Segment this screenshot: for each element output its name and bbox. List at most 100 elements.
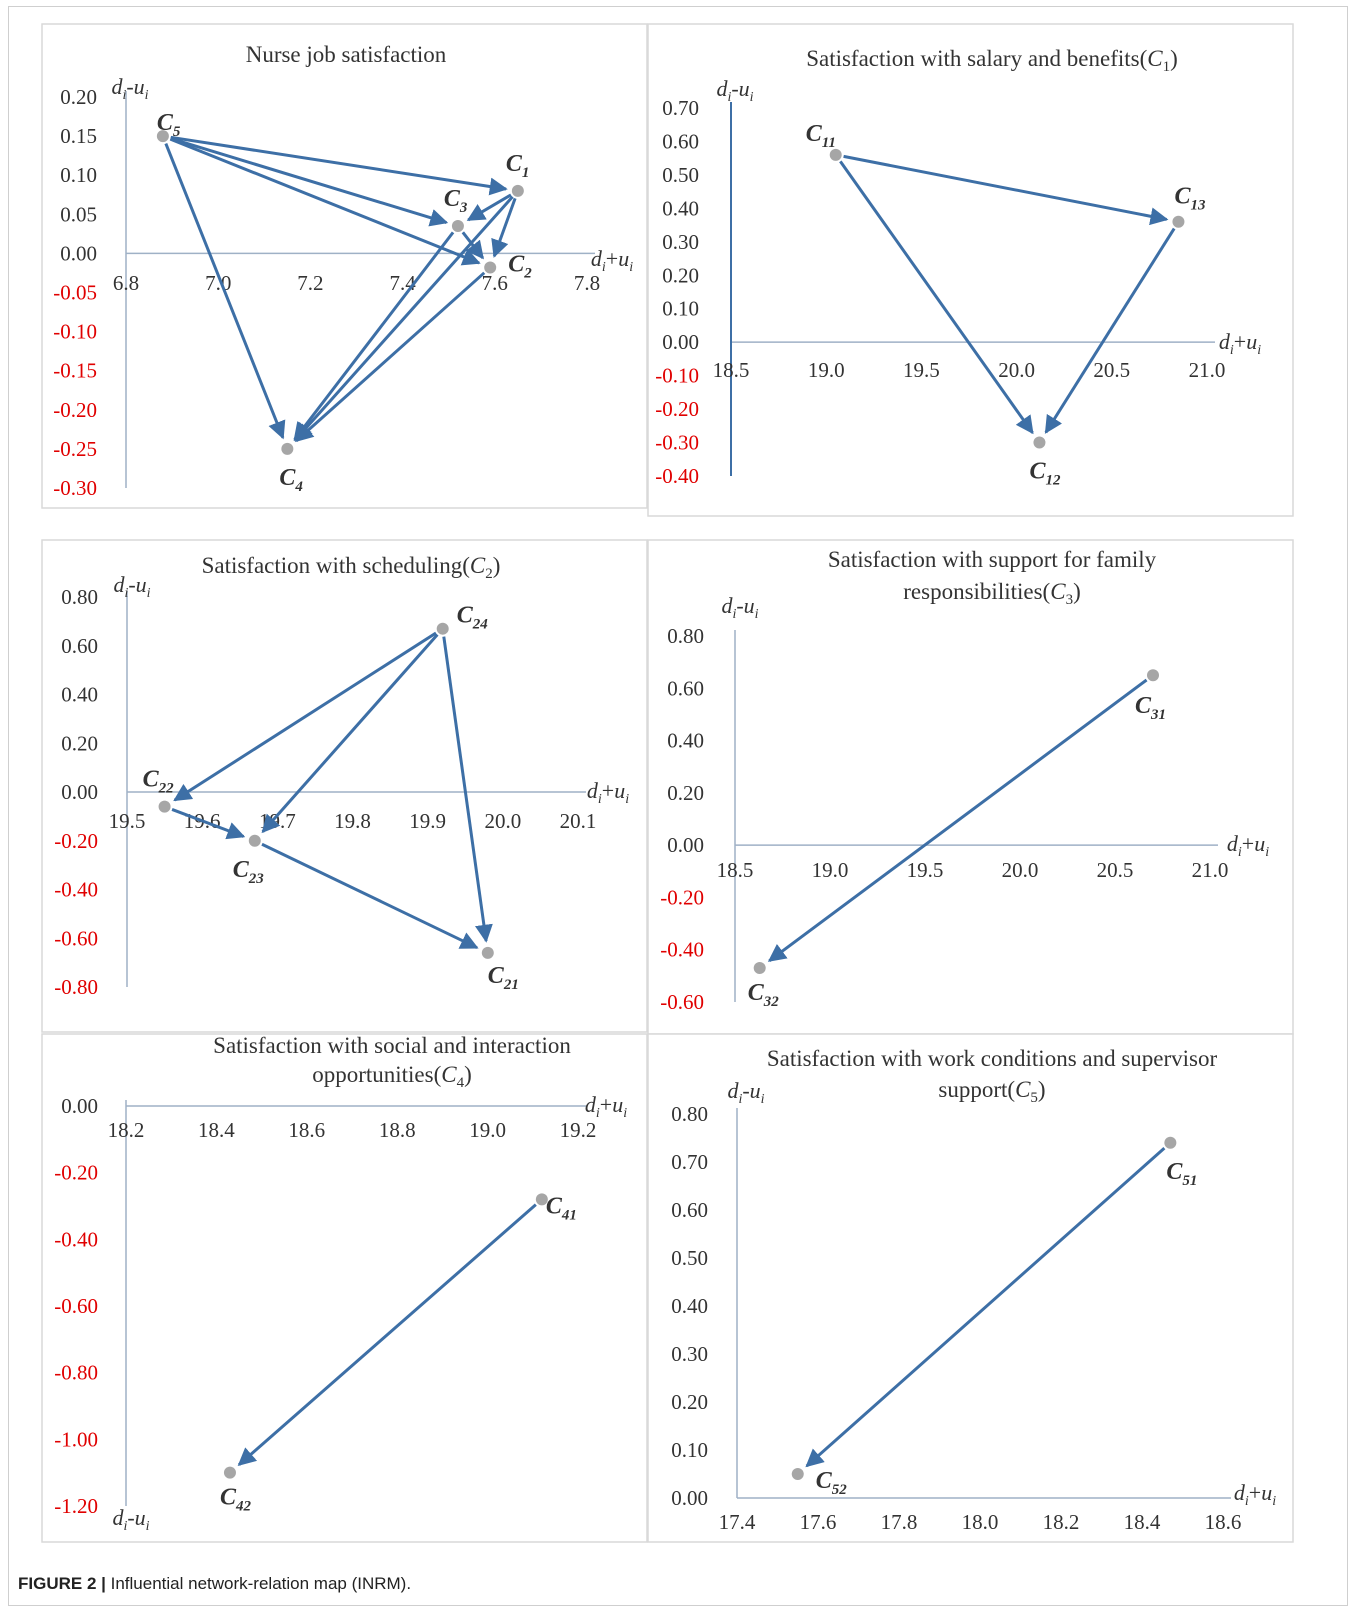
y-tick-label: 0.40 <box>667 729 704 753</box>
x-tick-label: 17.8 <box>881 1510 918 1534</box>
y-tick-label: 0.20 <box>662 263 699 287</box>
y-tick-label: -1.20 <box>54 1494 98 1518</box>
arrow-c1-to-c4 <box>294 195 514 442</box>
arrow-c5-to-c4 <box>164 142 286 440</box>
arrow-c31-to-c32 <box>767 678 1148 963</box>
point-label: C23 <box>233 857 265 887</box>
x-tick-label: 7.6 <box>482 271 508 295</box>
y-tick-label: 0.10 <box>60 163 97 187</box>
y-tick-label: -0.20 <box>53 398 97 422</box>
y-tick-label: 0.20 <box>61 731 98 755</box>
caption-label: FIGURE 2 | <box>18 1574 106 1593</box>
point-label: C21 <box>488 963 519 993</box>
y-tick-label: 0.30 <box>671 1342 708 1366</box>
x-tick-label: 20.0 <box>998 358 1035 382</box>
point-label: C5 <box>157 110 181 140</box>
data-point <box>1164 1136 1177 1149</box>
arrow-c11-to-c12 <box>839 160 1034 435</box>
y-tick-label: -0.40 <box>54 878 98 902</box>
x-tick-label: 7.4 <box>389 271 416 295</box>
y-tick-label: -0.40 <box>54 1227 98 1251</box>
arrow-c5-to-c1 <box>170 135 508 196</box>
x-tick-label: 19.8 <box>334 809 371 833</box>
y-tick-label: 0.00 <box>61 780 98 804</box>
point-label: C31 <box>1135 693 1166 723</box>
x-axis-label: di+ui <box>587 778 629 807</box>
point-label: C2 <box>508 251 532 281</box>
x-tick-label: 19.5 <box>109 809 146 833</box>
chart-title: Nurse job satisfaction <box>246 42 447 67</box>
data-point <box>753 962 766 975</box>
arrow-c13-to-c12 <box>1044 227 1176 434</box>
y-tick-label: -1.00 <box>54 1427 98 1451</box>
arrow-c24-to-c23 <box>261 633 439 834</box>
y-tick-label: -0.30 <box>655 431 699 455</box>
arrow-c24-to-c22 <box>173 631 437 802</box>
data-point <box>1172 215 1185 228</box>
y-tick-label: 0.00 <box>671 1486 708 1510</box>
y-tick-label: -0.60 <box>54 926 98 950</box>
y-tick-label: 0.10 <box>662 297 699 321</box>
data-point <box>451 220 464 233</box>
point-label: C32 <box>748 980 780 1010</box>
y-tick-label: 0.00 <box>662 330 699 354</box>
x-tick-label: 18.2 <box>1043 1510 1080 1534</box>
data-point <box>436 622 449 635</box>
x-tick-label: 6.8 <box>113 271 139 295</box>
y-tick-label: 0.40 <box>662 196 699 220</box>
point-label: C51 <box>1166 1159 1197 1189</box>
y-tick-label: 0.00 <box>61 1094 98 1118</box>
y-tick-label: -0.05 <box>53 281 97 305</box>
x-tick-label: 18.0 <box>962 1510 999 1534</box>
chart-panel-2: Satisfaction with salary and benefits(C1… <box>647 23 1294 517</box>
y-tick-label: 0.40 <box>671 1294 708 1318</box>
data-point <box>535 1193 548 1206</box>
x-tick-label: 21.0 <box>1192 858 1229 882</box>
y-tick-label: -0.10 <box>53 320 97 344</box>
point-label: C11 <box>806 121 836 151</box>
data-point <box>248 834 261 847</box>
y-tick-label: 0.20 <box>667 781 704 805</box>
arrow-c3-to-c2 <box>461 231 485 260</box>
data-point <box>1033 436 1046 449</box>
x-tick-label: 18.8 <box>379 1118 416 1142</box>
y-axis-label: di-ui <box>721 593 758 622</box>
y-tick-label: -0.10 <box>655 364 699 388</box>
point-label: C1 <box>506 151 530 181</box>
y-axis-label: di-ui <box>112 1505 149 1534</box>
arrow-c41-to-c42 <box>237 1203 537 1466</box>
chart-title: Satisfaction with work conditions and su… <box>767 1046 1218 1071</box>
panel-border <box>647 1033 1294 1543</box>
y-tick-label: -0.15 <box>53 359 97 383</box>
x-tick-label: 18.4 <box>1124 1510 1161 1534</box>
data-point <box>829 148 842 161</box>
data-point <box>791 1468 804 1480</box>
x-tick-label: 18.5 <box>717 858 754 882</box>
data-point <box>484 261 497 274</box>
panel-border <box>41 1033 648 1543</box>
x-tick-label: 19.5 <box>907 858 944 882</box>
y-tick-label: -0.80 <box>54 1361 98 1385</box>
y-tick-label: 0.60 <box>671 1198 708 1222</box>
y-tick-label: 0.20 <box>671 1390 708 1414</box>
chart-title: Satisfaction with support for family <box>828 547 1157 572</box>
data-point <box>1147 669 1159 682</box>
x-tick-label: 19.2 <box>560 1118 597 1142</box>
y-tick-label: -0.20 <box>54 829 98 853</box>
x-axis-label: di+ui <box>1234 1480 1276 1509</box>
y-tick-label: -0.80 <box>54 975 98 999</box>
y-tick-label: 0.80 <box>61 585 98 609</box>
point-label: C52 <box>816 1468 848 1498</box>
y-tick-label: -0.20 <box>655 397 699 421</box>
arrow-c51-to-c52 <box>805 1146 1166 1468</box>
x-tick-label: 20.1 <box>560 809 597 833</box>
y-tick-label: 0.40 <box>61 683 98 707</box>
arrow-c5-to-c3 <box>170 136 449 227</box>
x-tick-label: 18.4 <box>198 1118 235 1142</box>
chart-panel-3: Satisfaction with scheduling(C2)19.519.6… <box>41 539 648 1033</box>
point-label: C42 <box>220 1485 252 1515</box>
data-point <box>511 184 524 197</box>
x-tick-label: 18.5 <box>713 358 750 382</box>
